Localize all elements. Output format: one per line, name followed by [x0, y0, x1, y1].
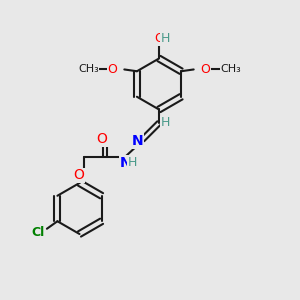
Text: H: H [161, 32, 170, 46]
Text: N: N [132, 134, 143, 148]
Text: O: O [97, 132, 107, 146]
Text: H: H [161, 116, 170, 130]
Text: H: H [128, 156, 137, 169]
Text: O: O [201, 63, 211, 76]
Text: CH₃: CH₃ [220, 64, 241, 74]
Text: CH₃: CH₃ [78, 64, 99, 74]
Text: O: O [154, 32, 164, 46]
Text: N: N [120, 156, 131, 170]
Text: O: O [74, 169, 84, 182]
Text: O: O [107, 63, 117, 76]
Text: Cl: Cl [31, 226, 44, 239]
